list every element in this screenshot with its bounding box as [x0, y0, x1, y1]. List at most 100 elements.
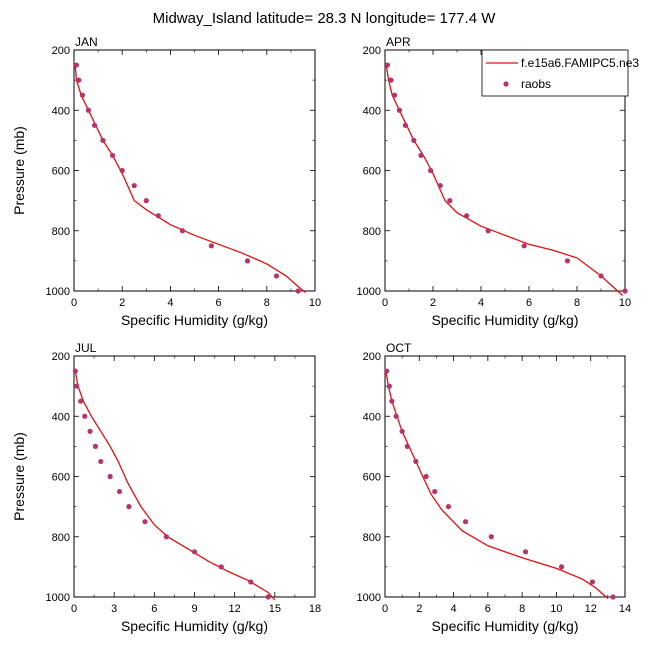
raobs-point [248, 579, 254, 585]
y-tick-label: 200 [52, 351, 70, 363]
raobs-point [163, 534, 169, 540]
plot-frame [384, 355, 626, 598]
raobs-point [208, 243, 214, 249]
raobs-point [598, 273, 604, 279]
raobs-point [218, 564, 224, 570]
y-tick-label: 400 [363, 411, 381, 423]
raobs-point [98, 458, 104, 465]
raobs-point [100, 137, 106, 143]
x-axis-label: Specific Humidity (g/kg) [121, 618, 268, 634]
raobs-point [522, 549, 529, 555]
raobs-point [191, 549, 198, 555]
y-tick-label: 400 [52, 411, 70, 423]
raobs-point [411, 137, 417, 143]
raobs-point [386, 383, 392, 389]
y-tick-label: 1000 [46, 286, 70, 298]
raobs-point [143, 198, 149, 204]
x-tick-label: 18 [309, 603, 321, 615]
raobs-point [462, 519, 469, 525]
raobs-point [78, 398, 84, 404]
raobs-point [119, 167, 125, 174]
y-tick-label: 200 [363, 45, 381, 57]
chart-title: Midway_Island latitude= 28.3 N longitude… [153, 10, 497, 27]
raobs-point [432, 488, 438, 495]
raobs-point [622, 288, 628, 294]
raobs-point [404, 443, 410, 449]
y-axis-label: Pressure (mb) [11, 126, 27, 215]
raobs-point [265, 594, 271, 600]
raobs-point [558, 564, 565, 570]
raobs-point [428, 167, 434, 174]
y-tick-label: 600 [52, 166, 70, 178]
raobs-point [521, 243, 527, 249]
raobs-point [388, 77, 394, 83]
legend-marker-swatch [503, 81, 509, 87]
x-tick-label: 2 [430, 297, 436, 309]
legend: f.e15a6.FAMIPC5.ne3 raobs [481, 49, 639, 97]
raobs-point [589, 579, 596, 585]
raobs-point [295, 288, 301, 294]
y-tick-label: 800 [52, 532, 70, 544]
x-tick-label: 6 [485, 603, 491, 615]
raobs-point [142, 519, 148, 525]
y-tick-label: 800 [363, 226, 381, 238]
model-line [74, 65, 306, 294]
raobs-point [91, 122, 98, 128]
raobs-point [76, 77, 82, 83]
raobs-point [396, 107, 402, 113]
raobs-point [445, 504, 452, 510]
raobs-point [131, 182, 137, 189]
y-tick-label: 600 [363, 166, 381, 178]
y-tick-label: 600 [363, 472, 381, 484]
x-tick-label: 14 [619, 603, 631, 615]
y-tick-label: 200 [52, 45, 70, 57]
y-tick-label: 1000 [357, 592, 381, 604]
x-tick-label: 0 [71, 297, 77, 309]
x-tick-label: 10 [619, 297, 631, 309]
y-tick-label: 400 [363, 105, 381, 117]
x-tick-label: 4 [167, 297, 173, 309]
y-tick-label: 1000 [46, 592, 70, 604]
panel-jul: JUL 0 3 6 9 12 15 18 200 400 600 800 1000 Specific Hu… [11, 341, 321, 634]
model-line [385, 64, 624, 296]
x-tick-label: 10 [309, 297, 321, 309]
legend-model-label: f.e15a6.FAMIPC5.ne3 [521, 56, 639, 70]
raobs-point [126, 504, 132, 510]
raobs-point [72, 368, 78, 374]
x-tick-label: 8 [519, 603, 525, 615]
raobs-point [389, 398, 395, 404]
y-tick-label: 400 [52, 105, 70, 117]
y-tick-label: 800 [52, 226, 70, 238]
x-tick-label: 3 [111, 603, 117, 615]
raobs-point [564, 258, 571, 264]
raobs-point [116, 488, 123, 495]
raobs-point [610, 594, 616, 600]
plot-frame [73, 49, 316, 292]
raobs-point [74, 383, 80, 389]
x-tick-label: 12 [585, 603, 597, 615]
raobs-point [82, 413, 88, 419]
raobs-point [392, 92, 398, 98]
raobs-point [92, 443, 99, 449]
raobs-point [179, 228, 186, 234]
panel-jan: JAN 0 2 4 6 8 10 200 400 600 800 1000 Specific Humid… [11, 35, 321, 328]
raobs-point [109, 152, 116, 159]
y-tick-label: 800 [363, 532, 381, 544]
legend-box [481, 49, 629, 97]
x-tick-label: 9 [191, 603, 197, 615]
raobs-point [273, 273, 280, 279]
raobs-point [399, 428, 405, 434]
raobs-point [393, 413, 399, 419]
raobs-point [485, 228, 491, 234]
legend-obs-label: raobs [521, 77, 551, 91]
raobs-point [413, 458, 419, 465]
raobs-point [447, 198, 453, 204]
y-axis-label: Pressure (mb) [11, 432, 27, 521]
raobs-point [107, 473, 113, 480]
raobs-point [402, 122, 408, 128]
x-tick-label: 10 [550, 603, 562, 615]
x-axis-label: Specific Humidity (g/kg) [431, 618, 578, 634]
raobs-point [73, 62, 80, 68]
x-tick-label: 6 [526, 297, 532, 309]
